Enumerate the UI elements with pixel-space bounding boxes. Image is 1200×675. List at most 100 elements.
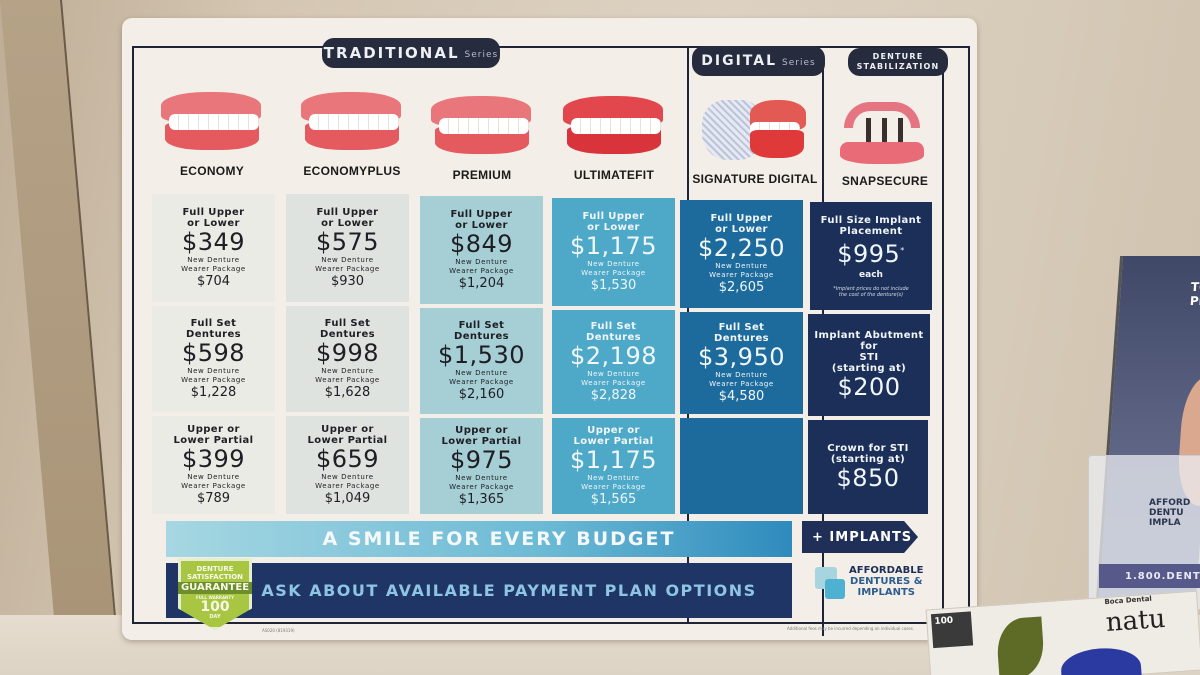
cell-title: Lower Partial (307, 434, 388, 446)
product-economy: ECONOMY (152, 88, 272, 178)
holder-phone: 1.800.DENT (1099, 564, 1200, 588)
cell-title: Full Upper (582, 210, 645, 222)
payment-banner: ASK ABOUT AVAILABLE PAYMENT PLAN OPTIONS (166, 563, 792, 618)
product-name: ULTIMATEFIT (573, 168, 655, 182)
price-cell: Full Set Dentures $1,530 New Denture Wea… (420, 308, 543, 414)
product-name: ECONOMYPLUS (303, 164, 401, 178)
footnote: the cost of the denture(s) (838, 291, 904, 298)
cell-price: $349 (181, 227, 246, 256)
badge-text: DAY (209, 614, 221, 620)
package-label: Wearer Package (315, 481, 380, 490)
cell-price: $1,175 (570, 445, 657, 474)
package-label: Wearer Package (709, 270, 774, 279)
product-economyplus: ECONOMYPLUS (292, 88, 412, 178)
package-label: Wearer Package (581, 378, 646, 387)
package-label: New Denture (321, 255, 374, 264)
brochure-holder: AFFORD DENTU IMPLA 1.800.DENT (1088, 455, 1200, 610)
cell-title: or Lower (715, 223, 768, 235)
package-label: Wearer Package (315, 375, 380, 384)
cell-title: Full Upper (710, 212, 773, 224)
product-premium: PREMIUM (422, 92, 542, 182)
cell-price: $3,950 (698, 342, 785, 371)
package-price: $2,160 (458, 386, 505, 402)
fineprint-left: AS020 (819319) (262, 628, 295, 633)
price-cell: Upper or Lower Partial $1,175 New Dentur… (552, 418, 675, 514)
price-cell: Full Set Dentures $998 New Denture Weare… (286, 306, 409, 412)
series-title: TRADITIONAL (323, 44, 460, 62)
package-label: Wearer Package (581, 482, 646, 491)
price-cell: Upper or Lower Partial $399 New Denture … (152, 416, 275, 514)
product-name: PREMIUM (452, 168, 512, 182)
denture-image (297, 88, 407, 156)
cell-title: Dentures (320, 328, 375, 340)
cell-price: $849 (449, 229, 514, 258)
package-label: New Denture (587, 473, 640, 482)
cell-price: $998 (315, 338, 380, 367)
product-signature-digital: SIGNATURE DIGITAL (690, 96, 820, 186)
cell-title: (starting at) (830, 453, 906, 465)
price-cell: Full Size Implant Placement $995* each *… (810, 202, 932, 310)
package-label: Wearer Package (449, 482, 514, 491)
cell-price: $850 (836, 463, 900, 492)
cell-title: Full Upper (316, 206, 379, 218)
poster-frame (132, 46, 970, 624)
price-cell: Crown for STI (starting at) $850 (808, 420, 928, 514)
price-cell: Full Set Dentures $2,198 New Denture Wea… (552, 310, 675, 414)
cell-price: $575 (315, 227, 380, 256)
empty-cell (680, 418, 803, 514)
package-price: $1,628 (324, 384, 371, 400)
cell-title: Full Upper (450, 208, 513, 220)
badge-text: DENTURE (196, 565, 234, 573)
cell-title: Full Set (458, 319, 505, 331)
package-label: New Denture (455, 368, 508, 377)
package-label: New Denture (587, 369, 640, 378)
package-label: New Denture (455, 257, 508, 266)
package-label: Wearer Package (449, 266, 514, 275)
leaf-icon (995, 616, 1046, 675)
digital-series-label: DIGITAL Series (692, 46, 825, 76)
package-price: $1,365 (458, 491, 505, 507)
package-label: New Denture (321, 366, 374, 375)
package-price: $1,049 (324, 490, 371, 506)
cell-price: $659 (315, 444, 380, 473)
badge-text: FULL WARRANTY (195, 595, 235, 600)
cell-price: $975 (449, 445, 514, 474)
package-label: Wearer Package (181, 264, 246, 273)
wall-left (0, 0, 122, 675)
cell-title: Upper or (187, 423, 240, 435)
package-label: New Denture (715, 370, 768, 379)
fineprint-right: Additional fees may be incurred dependin… (787, 626, 915, 631)
price-cell: Full Set Dentures $3,950 New Denture Wea… (680, 312, 803, 414)
series-line: DENTURE (872, 52, 924, 61)
box-word: natu (1104, 603, 1167, 638)
cell-price: $598 (181, 338, 246, 367)
cell-title: Full Set (718, 321, 765, 333)
cell-title: Lower Partial (441, 435, 522, 447)
cell-title: Upper or (321, 423, 374, 435)
cell-title: Full Set (324, 317, 371, 329)
badge-text: SATISFACTION (186, 573, 244, 581)
cell-title: Crown for STI (827, 442, 909, 454)
series-title: DIGITAL (701, 53, 778, 69)
package-label: New Denture (455, 473, 508, 482)
package-price: $1,204 (458, 275, 505, 291)
digital-denture-image (700, 96, 810, 164)
price-cell: Full Upper or Lower $2,250 New Denture W… (680, 200, 803, 308)
cell-title: Dentures (586, 331, 641, 343)
brand-logo: AFFORDABLE DENTURES & IMPLANTS (815, 563, 945, 607)
cell-title: Lower Partial (173, 434, 254, 446)
denture-image (427, 92, 537, 160)
cell-title: or Lower (587, 221, 640, 233)
cell-price: $200 (837, 372, 901, 401)
price-value: $995 (837, 239, 901, 268)
package-label: Wearer Package (181, 481, 246, 490)
price-cell: Upper or Lower Partial $975 New Denture … (420, 418, 543, 514)
package-price: $1,228 (190, 384, 237, 400)
cell-title: Placement (839, 225, 903, 237)
package-price: $1,565 (590, 491, 637, 507)
traditional-series-label: TRADITIONAL Series (322, 38, 500, 68)
cell-price: $995* (837, 237, 905, 268)
package-label: New Denture (187, 366, 240, 375)
package-label: New Denture (587, 259, 640, 268)
product-snapsecure: SNAPSECURE (828, 98, 942, 188)
